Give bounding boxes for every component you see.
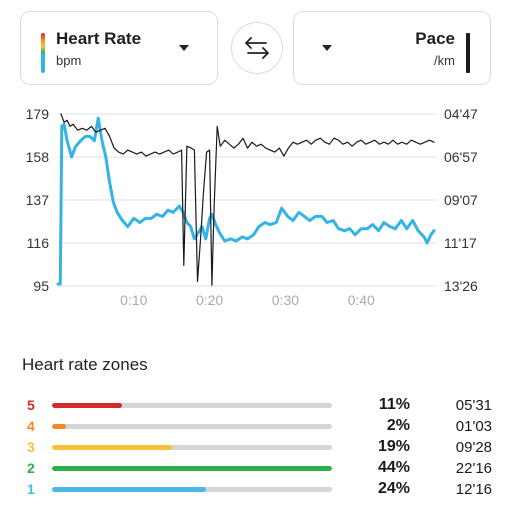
zone-bar-fill <box>52 487 206 492</box>
zone-duration: 01'03 <box>455 418 492 435</box>
zone-number: 1 <box>27 481 35 497</box>
zone-percent: 2% <box>386 417 410 434</box>
pace-series-line <box>60 113 435 286</box>
right-axis-tick-label: 04'47 <box>444 106 478 122</box>
swap-button[interactable] <box>231 22 283 74</box>
heart-rate-title: Heart Rate <box>56 29 142 48</box>
zone-bar-fill <box>52 466 332 471</box>
zone-duration: 09'28 <box>455 439 492 456</box>
pace-legend-icon <box>466 33 470 73</box>
swap-arrows-icon <box>245 37 269 59</box>
heart-rate-series-line <box>56 116 436 286</box>
zone-bar-track <box>52 403 332 408</box>
right-axis-tick-label: 09'07 <box>444 192 478 208</box>
zone-row: 3 19% 09'28 <box>0 438 512 458</box>
zone-percent: 11% <box>378 396 410 413</box>
zone-duration: 12'16 <box>455 481 492 498</box>
left-axis-tick-label: 116 <box>27 235 50 251</box>
left-axis-tick-label: 95 <box>33 278 49 294</box>
chevron-down-icon[interactable] <box>179 45 189 51</box>
x-axis-tick-label: 0:40 <box>348 292 375 308</box>
zones-title: Heart rate zones <box>22 355 148 374</box>
zone-duration: 05'31 <box>455 397 492 414</box>
right-axis-tick-label: 13'26 <box>444 278 478 294</box>
pace-unit: /km <box>434 53 455 68</box>
zone-row: 2 44% 22'16 <box>0 459 512 479</box>
chevron-down-icon[interactable] <box>322 45 332 51</box>
zone-percent: 44% <box>377 459 410 476</box>
right-axis-tick-label: 06'57 <box>444 149 478 165</box>
zone-number: 3 <box>27 439 35 455</box>
zone-bar-track <box>52 487 332 492</box>
pace-selector[interactable]: Pace /km <box>293 11 491 85</box>
zone-row: 5 11% 05'31 <box>0 396 512 416</box>
zone-number: 5 <box>27 397 35 413</box>
left-axis-tick-label: 179 <box>26 106 50 122</box>
left-axis-tick-label: 158 <box>26 149 50 165</box>
zone-percent: 19% <box>377 438 410 455</box>
x-axis-tick-label: 0:20 <box>196 292 223 308</box>
heart-rate-pace-chart: 179 04'47 158 06'57 137 09'07 116 11'17 95 13'26 0… <box>26 106 478 308</box>
heart-rate-legend-icon <box>41 33 45 73</box>
zone-bar-track <box>52 445 332 450</box>
zone-percent: 24% <box>377 480 410 497</box>
pace-title: Pace <box>415 29 455 48</box>
zone-number: 2 <box>27 460 35 476</box>
zone-bar-fill <box>52 445 173 450</box>
zone-row: 4 2% 01'03 <box>0 417 512 437</box>
zone-bar-track <box>52 424 332 429</box>
zone-bar-track <box>52 466 332 471</box>
right-axis-tick-label: 11'17 <box>444 235 477 251</box>
zone-bar-fill <box>52 424 66 429</box>
left-axis-tick-label: 137 <box>26 192 50 208</box>
x-axis-tick-label: 0:30 <box>272 292 299 308</box>
zone-bar-fill <box>52 403 122 408</box>
zone-duration: 22'16 <box>455 460 492 477</box>
zone-row: 1 24% 12'16 <box>0 480 512 500</box>
x-axis-tick-label: 0:10 <box>120 292 147 308</box>
heart-rate-unit: bpm <box>56 53 82 68</box>
zone-number: 4 <box>27 418 35 434</box>
heart-rate-selector[interactable]: Heart Rate bpm <box>20 11 218 85</box>
